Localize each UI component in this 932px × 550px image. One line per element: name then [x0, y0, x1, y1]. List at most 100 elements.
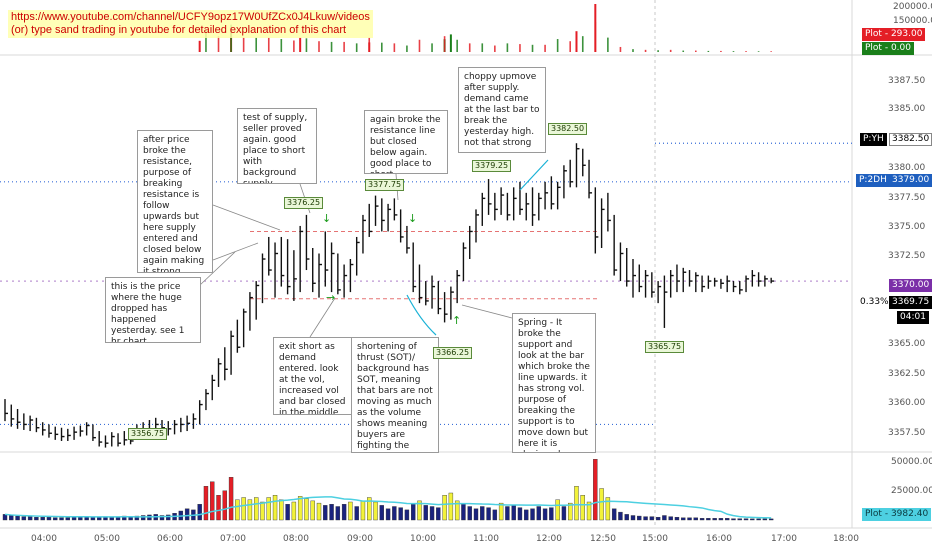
top-volume-tick-54	[343, 41, 345, 52]
volume-bar-66	[417, 500, 422, 521]
volume-bar-65	[411, 504, 416, 521]
arrow-after-breakout-2	[212, 242, 259, 261]
top-volume-tick-70	[443, 36, 446, 52]
volume-bar-87	[549, 507, 554, 521]
percent-label: 0.33%	[857, 296, 892, 309]
volume-bar-43	[272, 495, 278, 521]
volume-bar-112	[706, 518, 711, 521]
volume-bar-59	[373, 501, 378, 521]
top-volume-tick-38	[242, 37, 245, 52]
top-volume-tick-120	[757, 51, 760, 52]
top-volume-tick-42	[267, 37, 270, 52]
volume-bar-82	[517, 507, 523, 521]
top-volume-tick-92	[581, 36, 584, 52]
volume-bar-10	[65, 517, 71, 521]
volume-bar-99	[624, 514, 629, 521]
top-volume-tick-114	[720, 50, 722, 52]
x-tick-9: 12:50	[590, 534, 616, 544]
top-vol-tick-150k: 150000.00	[893, 16, 932, 26]
top-volume-tick-90	[569, 41, 571, 52]
volume-bar-77	[486, 507, 491, 521]
plot-badge-green-value: 0.00	[890, 43, 911, 53]
top-volume-tick-60	[381, 42, 383, 52]
top-volume-bar-0	[198, 40, 201, 52]
volume-bar-56	[354, 506, 359, 521]
volume-bar-22	[140, 515, 146, 521]
top-volume-tick-82	[519, 44, 521, 52]
plot-badge-red-value: 293.00	[890, 29, 923, 39]
price-tick-4: 3377.50	[888, 193, 926, 203]
volume-bar-35	[222, 490, 228, 521]
tag-3366-25: 3366.25	[433, 347, 473, 359]
volume-bar-38	[241, 497, 246, 521]
volume-bar-9	[59, 517, 64, 521]
volume-bar-8	[53, 517, 58, 521]
arrow-exit-short	[309, 297, 336, 338]
top-volume-tick-84	[531, 44, 534, 52]
volume-bar-106	[668, 516, 673, 521]
percent-value: 3369.75	[889, 296, 932, 309]
top-volume-tick-98	[619, 46, 622, 52]
price-tick-12: 3357.50	[888, 428, 926, 438]
volume-bar-109	[687, 517, 692, 521]
yh-label-name: P:YH	[863, 134, 884, 144]
vol-tick-25k: 25000.00	[891, 486, 932, 496]
volume-bar-88	[555, 499, 560, 521]
volume-bar-90	[568, 502, 573, 521]
yh-label: P:YH	[860, 133, 887, 146]
x-tick-12: 17:00	[771, 534, 797, 544]
top-volume-tick-108	[682, 50, 685, 52]
top-volume-tick-46	[293, 40, 295, 52]
volume-bar-44	[279, 499, 284, 521]
volume-bar-117	[737, 518, 742, 521]
x-tick-13: 18:00	[833, 534, 859, 544]
top-volume-tick-112	[707, 50, 710, 52]
top-volume-tick-110	[695, 50, 697, 52]
volume-bar-94	[593, 459, 598, 521]
volume-bar-76	[480, 506, 485, 521]
volume-bar-113	[712, 518, 717, 521]
vol-plot-badge: Plot - 3982.40	[862, 508, 932, 521]
volume-bar-118	[743, 518, 749, 521]
volume-bar-39	[247, 499, 253, 521]
volume-bar-47	[297, 496, 303, 521]
volume-bar-67	[423, 505, 428, 521]
signal-arrow-right-1: →	[326, 291, 335, 304]
tag-3365-75: 3365.75	[645, 341, 685, 353]
volume-bar-3	[21, 516, 27, 521]
top-volume-tick-68	[431, 43, 433, 52]
plot-badge-green-label: Plot	[865, 43, 882, 53]
volume-bar-104	[655, 516, 661, 521]
volume-bar-81	[511, 505, 516, 521]
note-after-breakout: after price broke the resistance, purpos…	[137, 130, 213, 273]
volume-bar-108	[681, 517, 686, 521]
x-tick-10: 15:00	[642, 534, 668, 544]
volume-bar-95	[599, 488, 604, 521]
current-price: 3370.00	[889, 279, 932, 292]
volume-bar-101	[637, 515, 642, 521]
top-volume-tick-118	[745, 51, 747, 52]
x-tick-1: 05:00	[94, 534, 120, 544]
top-volume-tick-32	[205, 30, 207, 52]
volume-bar-25	[159, 515, 165, 521]
top-volume-tick-104	[657, 50, 659, 52]
x-tick-11: 16:00	[706, 534, 732, 544]
volume-bar-122	[768, 518, 774, 521]
volume-bar-15	[96, 516, 102, 521]
top-volume-tick-34	[217, 36, 220, 52]
volume-bar-45	[285, 504, 290, 521]
volume-bar-72	[454, 500, 460, 521]
price-tick-9: 3365.00	[888, 339, 926, 349]
top-volume-tick-100	[632, 49, 634, 52]
two-dh-value: 3379.00	[889, 174, 932, 187]
volume-bar-115	[725, 518, 730, 521]
volume-bar-40	[253, 497, 259, 521]
volume-bar-78	[492, 509, 498, 521]
volume-bar-96	[605, 497, 611, 521]
top-volume-tick-88	[556, 39, 559, 52]
top-volume-tick-74	[468, 43, 471, 52]
volume-bar-34	[216, 495, 221, 521]
price-tick-5: 3375.00	[888, 222, 926, 232]
channel-link[interactable]: https://www.youtube.com/channel/UCFY9opz…	[11, 11, 370, 23]
